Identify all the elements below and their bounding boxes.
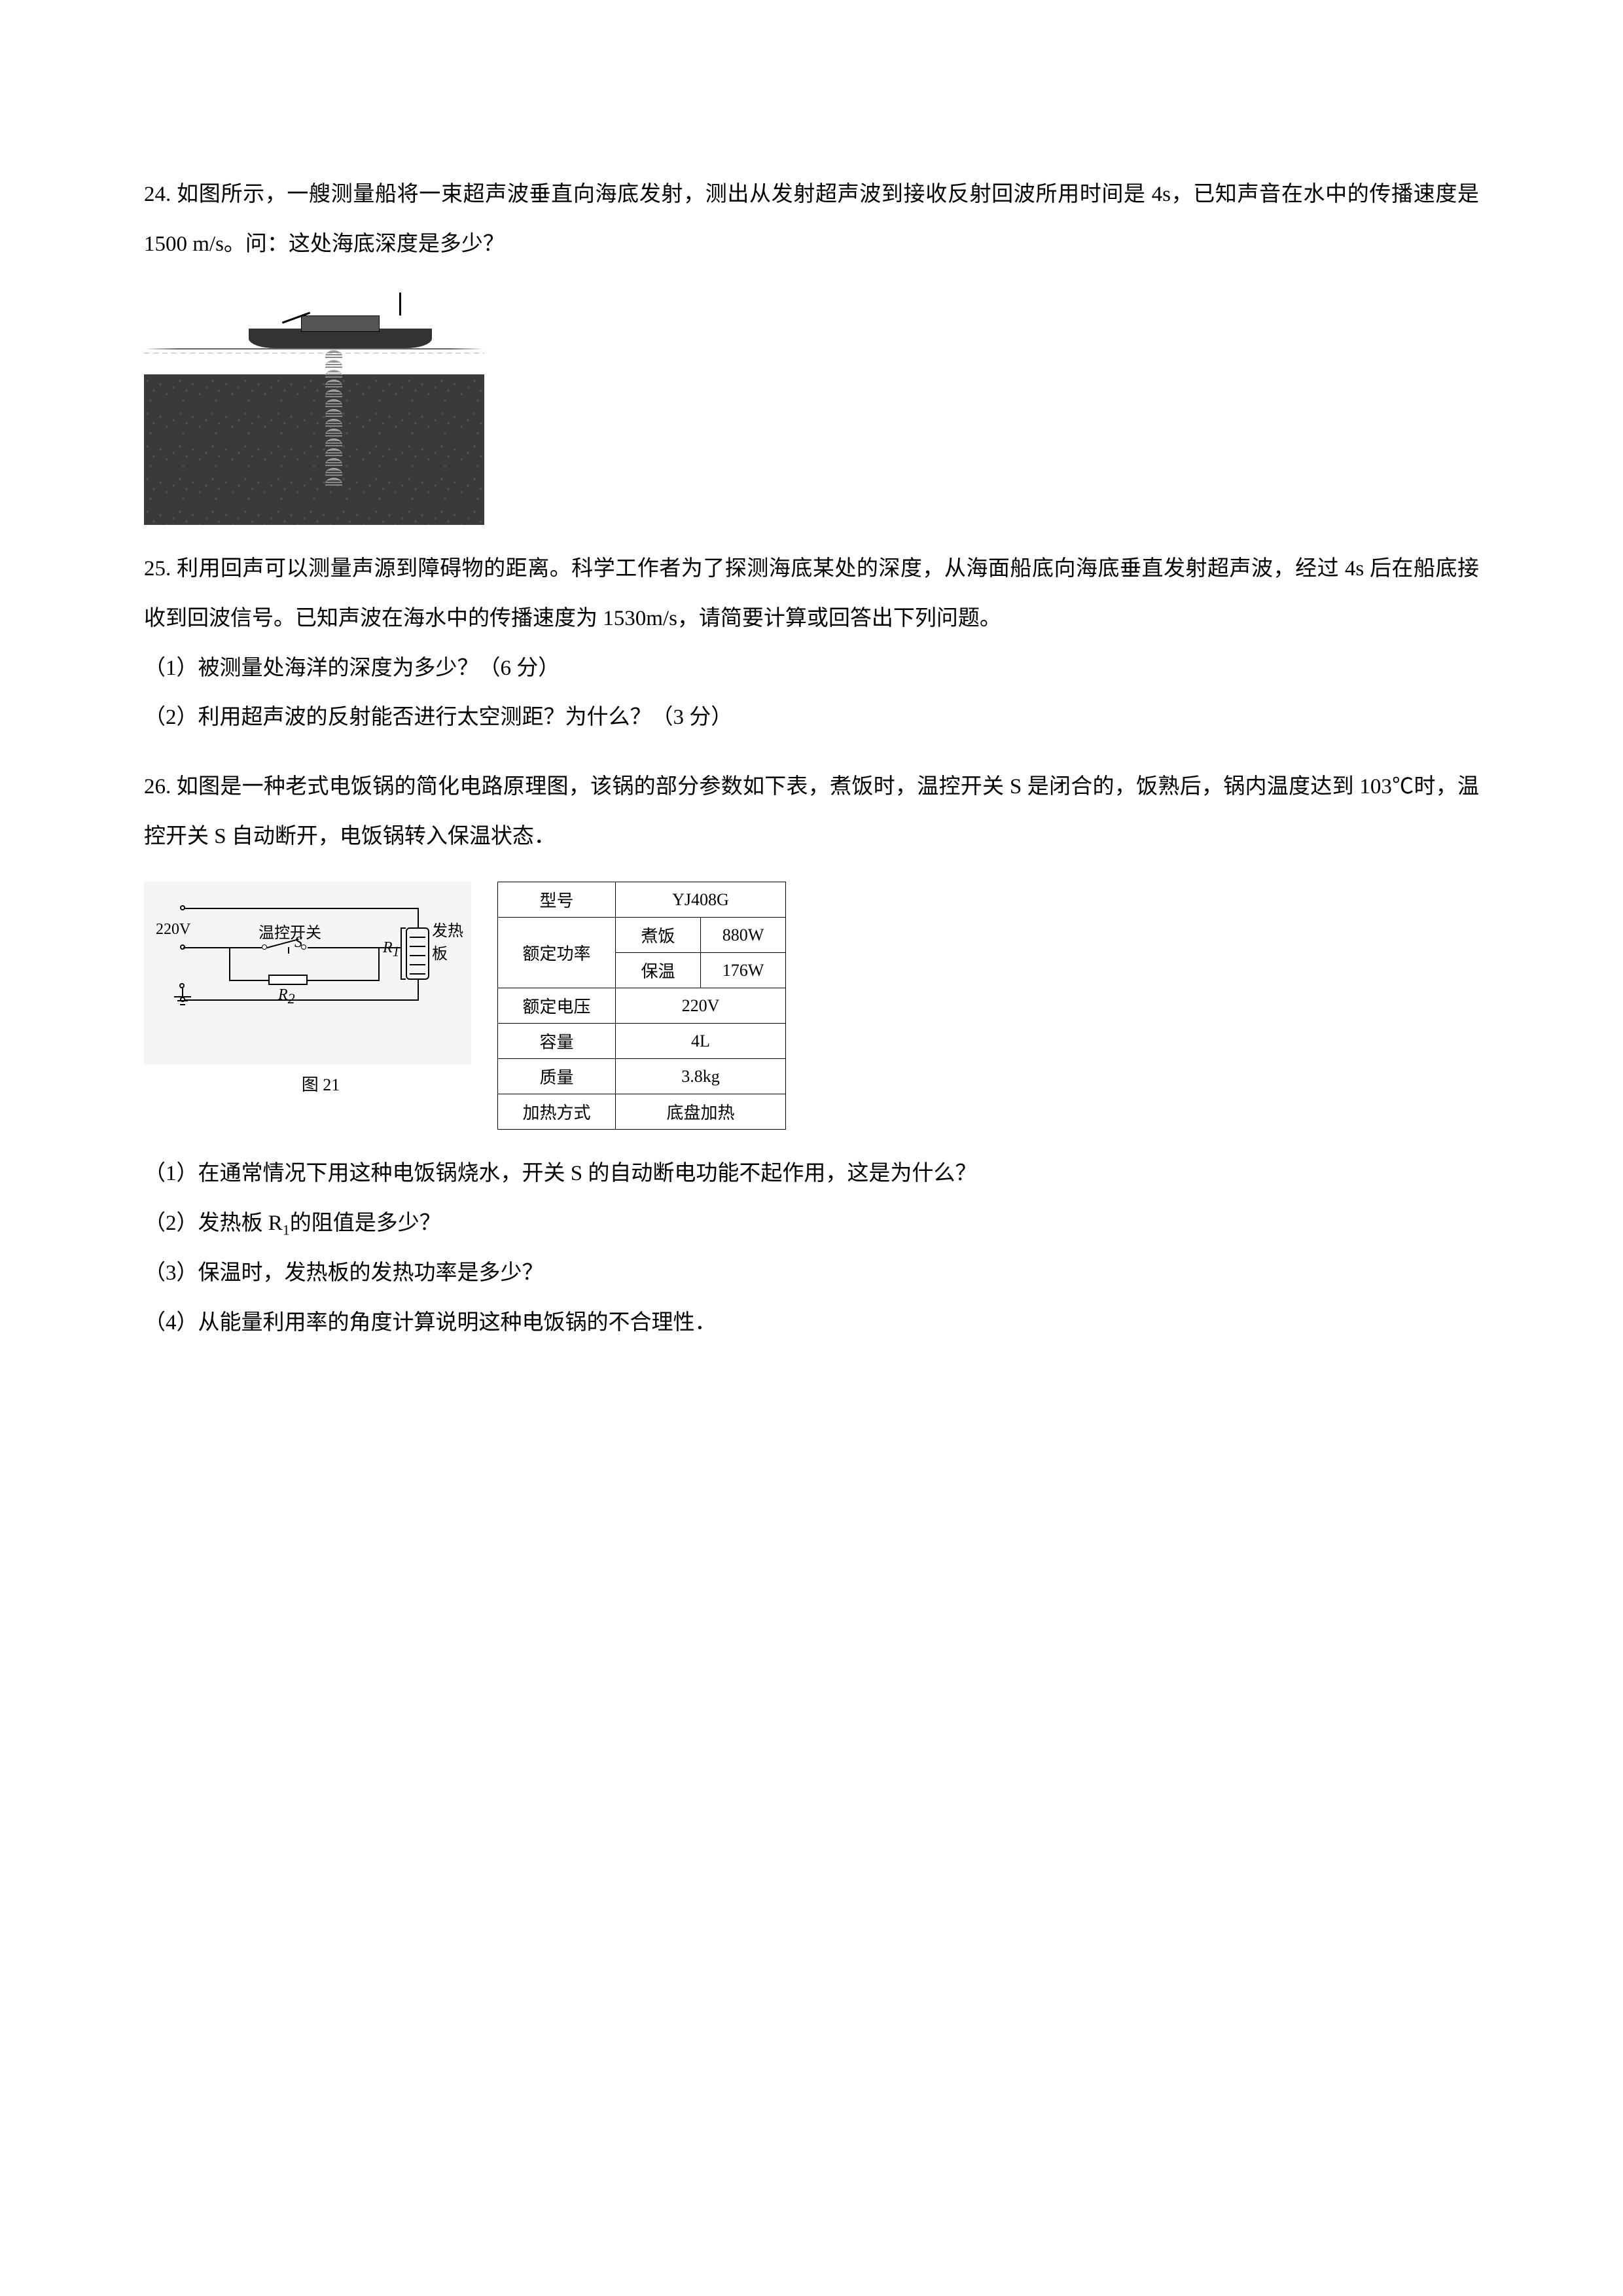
q26-number: 26. <box>144 775 171 798</box>
q24-figure <box>144 289 1479 525</box>
table-row: 质量 3.8kg <box>498 1059 786 1094</box>
r1-label: R1 <box>383 939 400 960</box>
q26-sub2: （2）发热板 R1的阻值是多少？ <box>144 1199 1479 1249</box>
table-row: 型号 YJ408G <box>498 882 786 918</box>
r2-label: R2 <box>278 986 295 1007</box>
table-cell: 额定功率 <box>498 918 616 988</box>
q26-sub1: （1）在通常情况下用这种电饭锅烧水，开关 S 的自动断电功能不起作用，这是为什么… <box>144 1149 1479 1199</box>
table-cell: 质量 <box>498 1059 616 1094</box>
table-cell: 176W <box>701 953 786 988</box>
table-row: 额定功率 煮饭 880W <box>498 918 786 953</box>
heating-label: 发热板 <box>432 918 471 963</box>
spec-table: 型号 YJ408G 额定功率 煮饭 880W 保温 176W 额定电压 220V… <box>497 882 786 1130</box>
q25-sub1: （1）被测量处海洋的深度为多少？（6 分） <box>144 644 1479 694</box>
q26-figure-row: 220V 温控开关 S R1 <box>144 882 1479 1130</box>
table-cell: 底盘加热 <box>616 1094 786 1130</box>
switch-label: 温控开关 <box>259 920 321 942</box>
table-cell: 额定电压 <box>498 988 616 1024</box>
table-cell: YJ408G <box>616 882 786 918</box>
table-cell: 煮饭 <box>616 918 701 953</box>
ship-sonar-diagram <box>144 289 484 525</box>
circuit-diagram: 220V 温控开关 S R1 <box>144 882 471 1065</box>
q26-body: 如图是一种老式电饭锅的简化电路原理图，该锅的部分参数如下表，煮饭时，温控开关 S… <box>144 775 1479 848</box>
q26-sub4: （4）从能量利用率的角度计算说明这种电饭锅的不合理性． <box>144 1299 1479 1348</box>
q26-sub3: （3）保温时，发热板的发热功率是多少？ <box>144 1249 1479 1299</box>
q24-number: 24. <box>144 183 171 206</box>
table-row: 容量 4L <box>498 1024 786 1059</box>
table-cell: 3.8kg <box>616 1059 786 1094</box>
question-25: 25. 利用回声可以测量声源到障碍物的距离。科学工作者为了探测海底某处的深度，从… <box>144 545 1479 744</box>
q26-text: 26. 如图是一种老式电饭锅的简化电路原理图，该锅的部分参数如下表，煮饭时，温控… <box>144 762 1479 862</box>
table-cell: 220V <box>616 988 786 1024</box>
figure-caption: 图 21 <box>144 1071 497 1096</box>
q25-text: 25. 利用回声可以测量声源到障碍物的距离。科学工作者为了探测海底某处的深度，从… <box>144 545 1479 644</box>
heating-plate-icon <box>406 927 429 980</box>
table-cell: 保温 <box>616 953 701 988</box>
table-cell: 加热方式 <box>498 1094 616 1130</box>
question-26: 26. 如图是一种老式电饭锅的简化电路原理图，该锅的部分参数如下表，煮饭时，温控… <box>144 762 1479 1348</box>
q25-number: 25. <box>144 557 171 581</box>
ship-icon <box>249 309 432 348</box>
table-cell: 4L <box>616 1024 786 1059</box>
circuit-wrapper: 220V 温控开关 S R1 <box>144 882 497 1096</box>
q25-body: 利用回声可以测量声源到障碍物的距离。科学工作者为了探测海底某处的深度，从海面船底… <box>144 557 1479 630</box>
seabed-texture <box>144 374 484 525</box>
q24-text: 24. 如图所示，一艘测量船将一束超声波垂直向海底发射，测出从发射超声波到接收反… <box>144 170 1479 270</box>
q24-body: 如图所示，一艘测量船将一束超声波垂直向海底发射，测出从发射超声波到接收反射回波所… <box>144 183 1479 256</box>
water-ripples <box>144 350 484 376</box>
sonar-waves-icon <box>324 348 344 525</box>
table-cell: 880W <box>701 918 786 953</box>
voltage-label: 220V <box>156 921 190 939</box>
resistor-r2-icon <box>268 975 308 985</box>
table-cell: 型号 <box>498 882 616 918</box>
question-24: 24. 如图所示，一艘测量船将一束超声波垂直向海底发射，测出从发射超声波到接收反… <box>144 170 1479 525</box>
table-cell: 容量 <box>498 1024 616 1059</box>
table-row: 加热方式 底盘加热 <box>498 1094 786 1130</box>
table-row: 额定电压 220V <box>498 988 786 1024</box>
q25-sub2: （2）利用超声波的反射能否进行太空测距？为什么？（3 分） <box>144 693 1479 743</box>
